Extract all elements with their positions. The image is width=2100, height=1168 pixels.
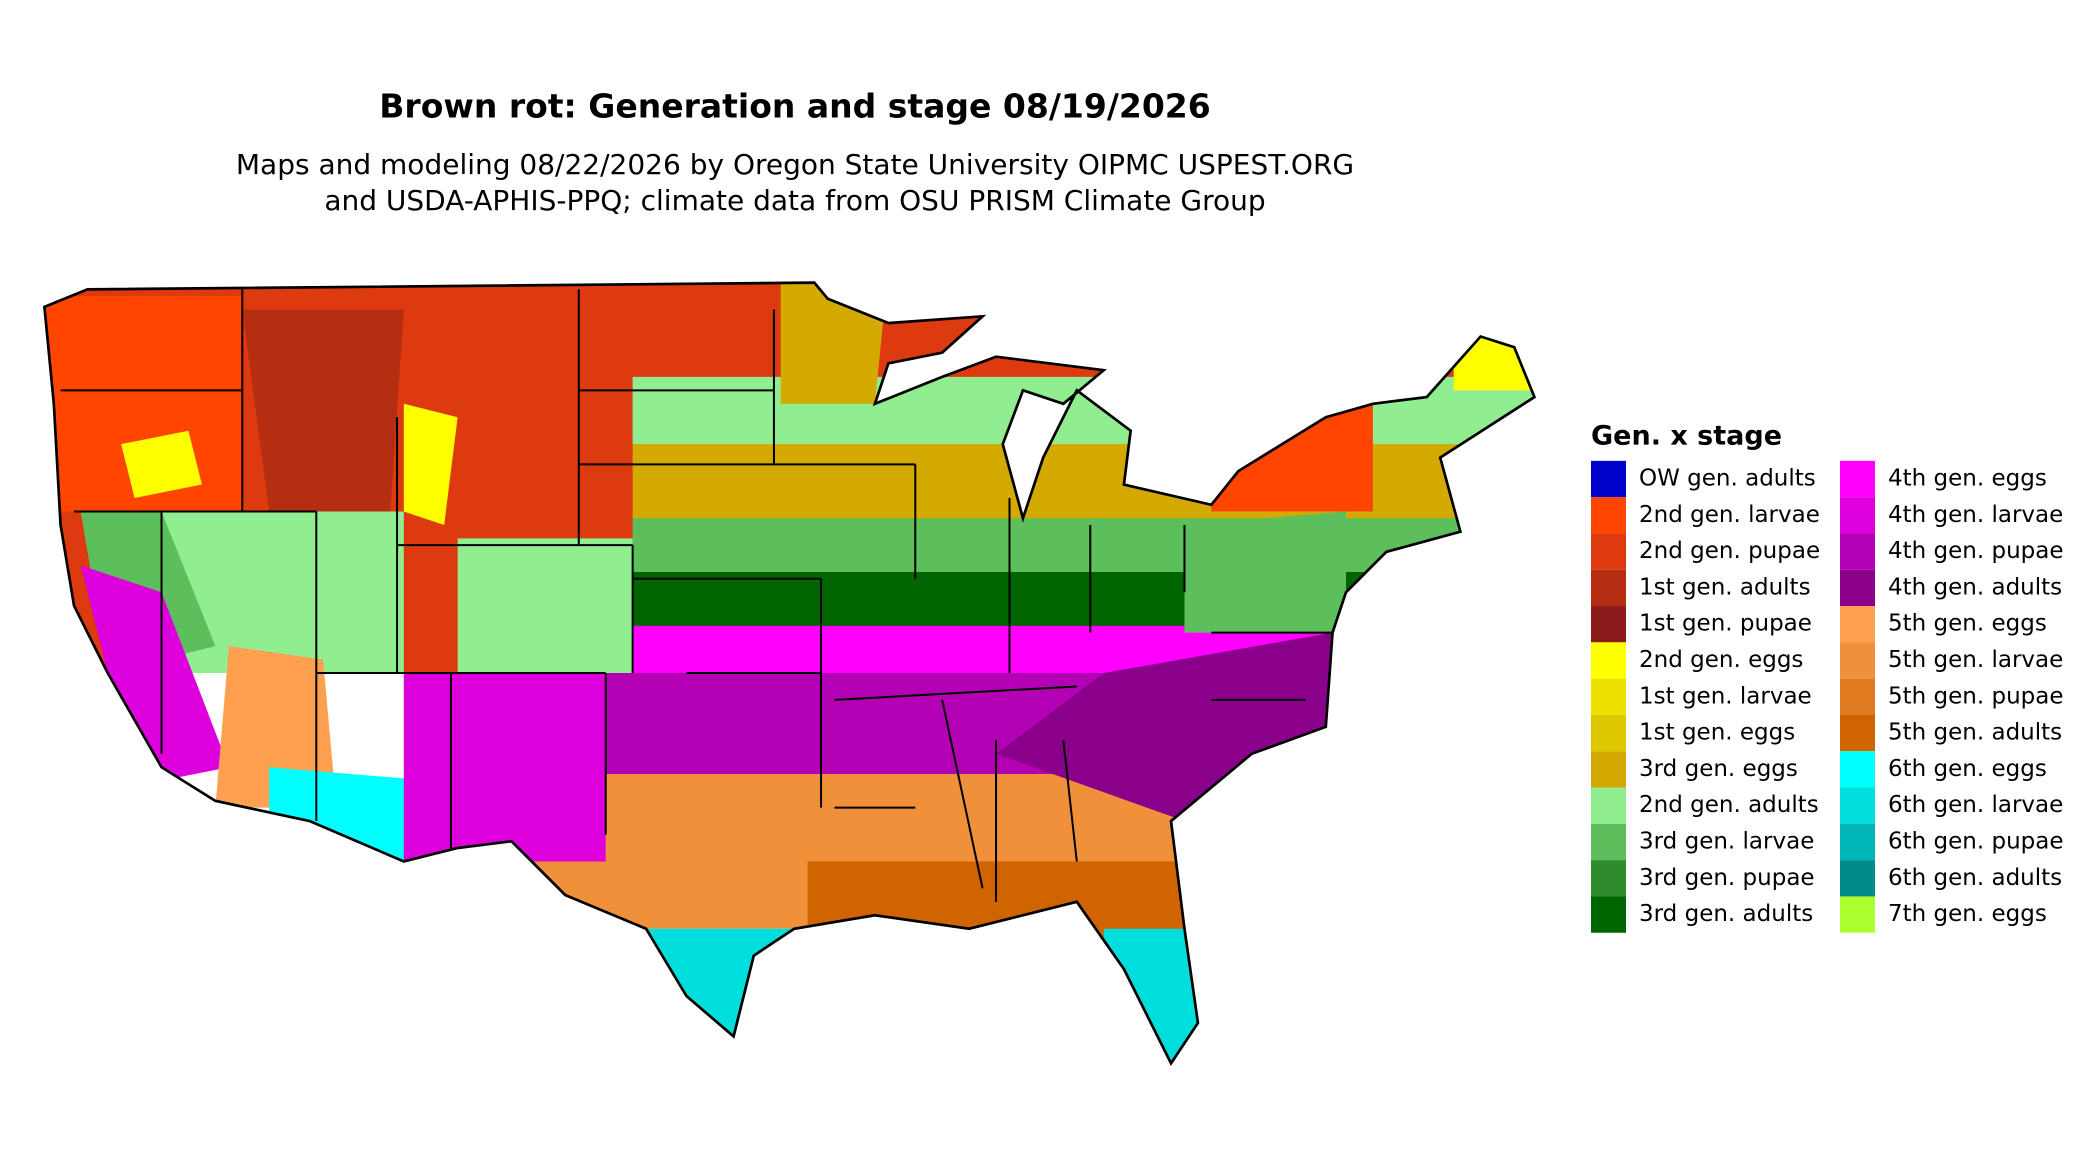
legend-label: 1st gen. eggs bbox=[1639, 720, 1795, 746]
map-region bbox=[1184, 511, 1346, 633]
legend-swatch bbox=[1840, 860, 1875, 897]
legend-label: 5th gen. larvae bbox=[1888, 647, 2063, 673]
map-subtitle: and USDA-APHIS-PPQ; climate data from OS… bbox=[324, 184, 1265, 217]
legend-label: 3rd gen. pupae bbox=[1639, 865, 1815, 891]
legend-item: 6th gen. eggs bbox=[1840, 751, 2047, 788]
legend-label: OW gen. adults bbox=[1639, 466, 1816, 492]
legend-swatch bbox=[1591, 896, 1626, 933]
map-region bbox=[457, 538, 633, 673]
legend-label: 4th gen. adults bbox=[1888, 574, 2062, 600]
legend-label: 4th gen. larvae bbox=[1888, 502, 2063, 528]
map-subtitle: Maps and modeling 08/22/2026 by Oregon S… bbox=[236, 148, 1354, 181]
legend: OW gen. adults 2nd gen. larvae 2nd gen. pu… bbox=[1591, 460, 2064, 933]
legend-item: 2nd gen. adults bbox=[1591, 787, 1819, 824]
legend-item: 5th gen. larvae bbox=[1840, 642, 2063, 679]
legend-swatch bbox=[1591, 497, 1626, 534]
map-region bbox=[780, 282, 889, 404]
legend-item: 1st gen. eggs bbox=[1591, 714, 1795, 752]
legend-label: 2nd gen. adults bbox=[1639, 792, 1819, 818]
map-region bbox=[242, 309, 404, 512]
legend-swatch bbox=[1840, 823, 1875, 861]
legend-swatch bbox=[1591, 823, 1626, 861]
map-region bbox=[403, 673, 606, 862]
legend-item: 4th gen. eggs bbox=[1840, 460, 2047, 498]
legend-label: 1st gen. adults bbox=[1639, 574, 1811, 600]
legend-label: 3rd gen. larvae bbox=[1639, 829, 1814, 855]
legend-swatch bbox=[1840, 460, 1875, 498]
map-region bbox=[403, 403, 458, 525]
legend-label: 1st gen. pupae bbox=[1639, 611, 1812, 637]
legend-swatch bbox=[1840, 751, 1875, 788]
legend-title: Gen. x stage bbox=[1591, 421, 1782, 452]
legend-item: 1st gen. larvae bbox=[1591, 678, 1812, 715]
legend-swatch bbox=[1840, 678, 1875, 715]
legend-label: 6th gen. larvae bbox=[1888, 792, 2063, 818]
legend-item: 5th gen. eggs bbox=[1840, 606, 2047, 643]
legend-swatch bbox=[1591, 860, 1626, 897]
legend-swatch bbox=[1591, 533, 1626, 570]
legend-swatch bbox=[1840, 896, 1875, 933]
legend-swatch bbox=[1591, 787, 1626, 824]
legend-swatch bbox=[1840, 569, 1875, 607]
legend-item: OW gen. adults bbox=[1591, 460, 1816, 498]
legend-swatch bbox=[1840, 714, 1875, 752]
legend-item: 4th gen. larvae bbox=[1840, 497, 2063, 534]
legend-swatch bbox=[1840, 787, 1875, 824]
map-borders bbox=[42, 281, 1537, 1067]
map-region bbox=[1453, 336, 1535, 391]
legend-item: 3rd gen. adults bbox=[1591, 896, 1813, 933]
legend-label: 7th gen. eggs bbox=[1888, 901, 2047, 927]
map-region bbox=[215, 646, 337, 808]
legend-item: 4th gen. adults bbox=[1840, 569, 2062, 607]
legend-label: 5th gen. adults bbox=[1888, 720, 2062, 746]
legend-swatch bbox=[1591, 642, 1626, 679]
legend-item: 2nd gen. larvae bbox=[1591, 497, 1820, 534]
legend-item: 6th gen. adults bbox=[1840, 860, 2062, 897]
legend-item: 3rd gen. eggs bbox=[1591, 751, 1798, 788]
legend-label: 6th gen. adults bbox=[1888, 865, 2062, 891]
legend-swatch bbox=[1591, 569, 1626, 607]
legend-swatch bbox=[1591, 714, 1626, 752]
map-region bbox=[161, 511, 404, 673]
map-region bbox=[121, 430, 202, 499]
map-region bbox=[1211, 403, 1373, 512]
legend-label: 4th gen. eggs bbox=[1888, 466, 2047, 492]
legend-item: 1st gen. pupae bbox=[1591, 606, 1812, 643]
legend-label: 5th gen. pupae bbox=[1888, 683, 2064, 709]
legend-label: 2nd gen. eggs bbox=[1639, 647, 1803, 673]
legend-item: 3rd gen. larvae bbox=[1591, 823, 1814, 861]
map-region bbox=[578, 518, 1535, 579]
legend-item: 3rd gen. pupae bbox=[1591, 860, 1815, 897]
legend-item: 6th gen. pupae bbox=[1840, 823, 2064, 861]
legend-swatch bbox=[1840, 642, 1875, 679]
map-region bbox=[80, 565, 229, 781]
legend-item: 2nd gen. pupae bbox=[1591, 533, 1820, 570]
map-title: Brown rot: Generation and stage 08/19/20… bbox=[379, 87, 1210, 126]
legend-item: 6th gen. larvae bbox=[1840, 787, 2063, 824]
legend-label: 2nd gen. pupae bbox=[1639, 538, 1820, 564]
legend-swatch bbox=[1840, 533, 1875, 570]
legend-swatch bbox=[1591, 460, 1626, 498]
legend-item: 2nd gen. eggs bbox=[1591, 642, 1803, 679]
legend-item: 1st gen. adults bbox=[1591, 569, 1811, 607]
legend-label: 2nd gen. larvae bbox=[1639, 502, 1820, 528]
legend-swatch bbox=[1840, 606, 1875, 643]
legend-swatch bbox=[1591, 606, 1626, 643]
legend-label: 1st gen. larvae bbox=[1639, 683, 1812, 709]
legend-label: 6th gen. pupae bbox=[1888, 829, 2064, 855]
legend-swatch bbox=[1591, 751, 1626, 788]
map-region bbox=[646, 928, 808, 1064]
legend-label: 3rd gen. adults bbox=[1639, 901, 1813, 927]
legend-item: 5th gen. adults bbox=[1840, 714, 2062, 752]
legend-label: 5th gen. eggs bbox=[1888, 611, 2047, 637]
legend-swatch bbox=[1591, 678, 1626, 715]
legend-label: 4th gen. pupae bbox=[1888, 538, 2064, 564]
legend-swatch bbox=[1840, 497, 1875, 534]
legend-label: 3rd gen. eggs bbox=[1639, 756, 1798, 782]
legend-item: 5th gen. pupae bbox=[1840, 678, 2064, 715]
legend-item: 7th gen. eggs bbox=[1840, 896, 2047, 933]
legend-label: 6th gen. eggs bbox=[1888, 756, 2047, 782]
legend-item: 4th gen. pupae bbox=[1840, 533, 2064, 570]
